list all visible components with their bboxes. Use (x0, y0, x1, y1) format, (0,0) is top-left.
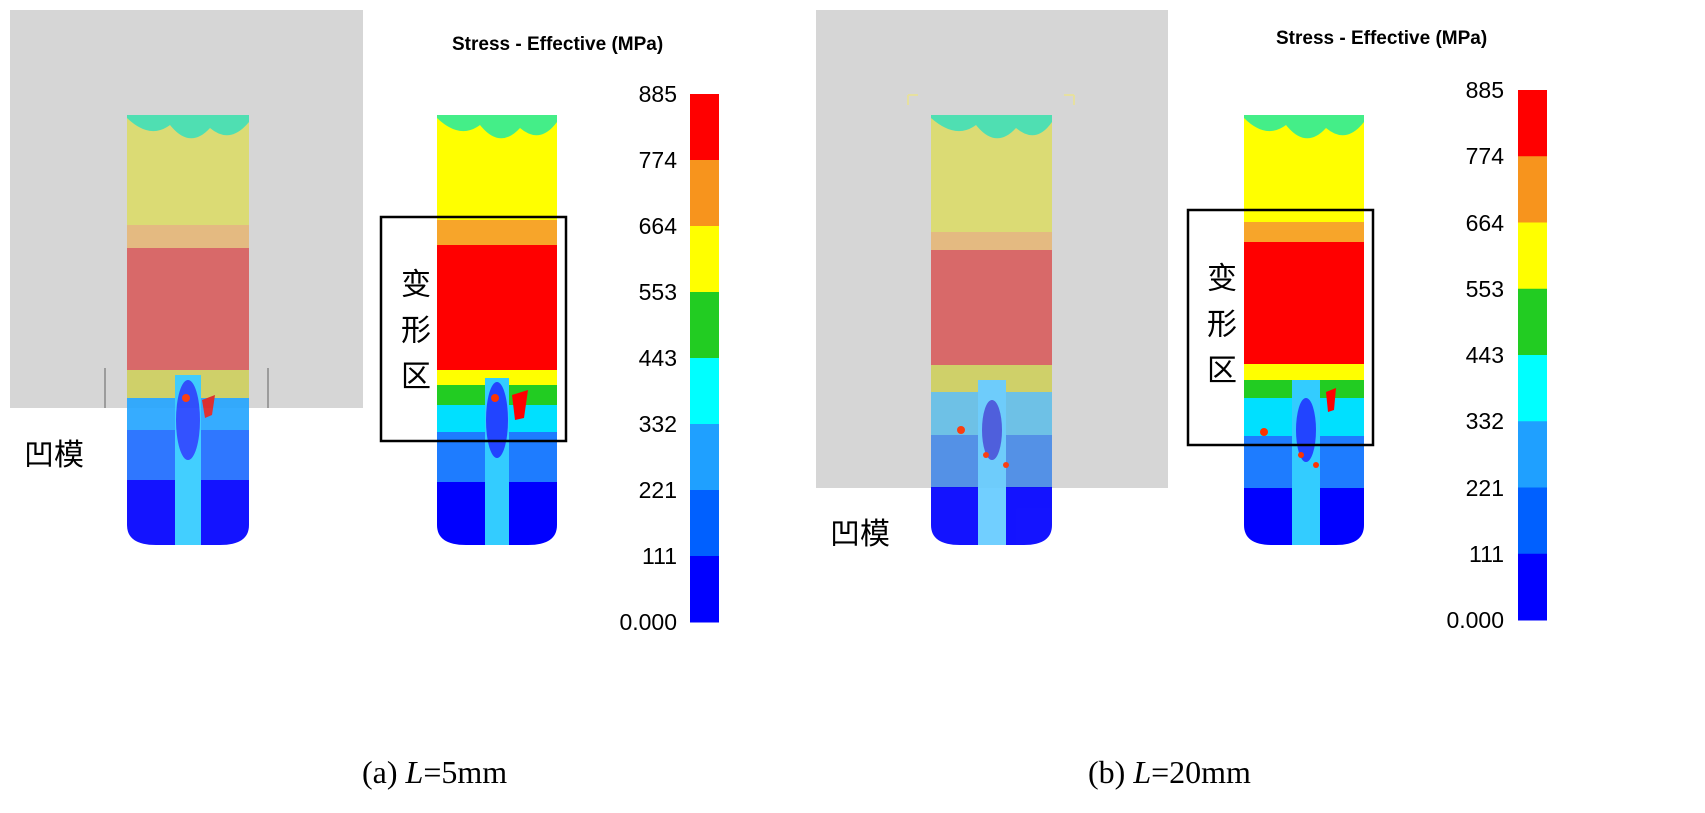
legend-segment (690, 292, 719, 359)
legend-tick-label: 0.000 (1446, 607, 1504, 633)
legend-bar (1518, 90, 1547, 621)
legend-tick-label: 0.000 (619, 609, 677, 635)
legend-tick-label: 553 (1465, 275, 1504, 302)
panel-b: 凹模 变形区 Stress - Effective (MPa) 885 774 66… (806, 0, 1658, 813)
panel-b-graphics (816, 10, 1547, 621)
legend-segment (690, 556, 719, 623)
legend-tick-label: 221 (638, 477, 677, 503)
legend-tick-label: 221 (1465, 474, 1504, 501)
legend-segment (1518, 355, 1547, 422)
legend-segment (690, 160, 719, 227)
caption-b: (b) L=20mm (1088, 754, 1251, 790)
legend-tick-label: 332 (638, 411, 677, 437)
legend-segment (1518, 553, 1547, 621)
panel-a: 凹模 变形区 Stress - Effective (MPa) 885 774 66… (0, 0, 852, 813)
deformation-zone-box (1186, 208, 1375, 447)
legend-segment (690, 226, 719, 293)
legend-tick-label: 885 (1465, 77, 1504, 103)
legend-tick-label: 443 (638, 345, 677, 371)
legend-tick-label: 111 (1469, 540, 1504, 567)
workpiece-right (1244, 115, 1364, 545)
legend-title: Stress - Effective (MPa) (1276, 28, 1488, 49)
legend-segment (690, 424, 719, 491)
legend-segment (1518, 487, 1547, 555)
legend-tick-label: 885 (638, 81, 677, 107)
legend-segment (1518, 222, 1547, 290)
legend-tick-label: 664 (638, 213, 677, 239)
deformation-zone-box (379, 215, 568, 443)
die-label: 凹模 (24, 438, 84, 473)
legend-tick-label: 443 (1465, 342, 1504, 368)
panel-a-graphics (10, 10, 719, 623)
legend-segment (1518, 288, 1547, 356)
legend-bar (690, 94, 719, 623)
legend-tick-label: 111 (642, 543, 677, 569)
legend-tick-label: 664 (1465, 209, 1504, 236)
legend-tick-label: 332 (1465, 408, 1504, 435)
legend-title: Stress - Effective (MPa) (452, 34, 664, 55)
deformation-zone-label: 变形区 (1201, 262, 1236, 400)
workpiece-left (127, 115, 249, 545)
workpiece-left (931, 115, 1052, 545)
legend-segment (690, 490, 719, 557)
workpiece-right (437, 115, 557, 545)
legend-segment (1518, 156, 1547, 223)
die-label: 凹模 (830, 517, 890, 552)
legend-segment (690, 94, 719, 161)
legend-segment (690, 358, 719, 425)
legend-tick-label: 774 (1465, 143, 1504, 170)
legend-segment (1518, 421, 1547, 488)
legend-tick-label: 553 (638, 279, 677, 305)
legend-segment (1518, 90, 1547, 157)
deformation-zone-label: 变形区 (395, 268, 430, 406)
legend-tick-label: 774 (638, 147, 677, 173)
caption-a: (a) L=5mm (362, 754, 508, 790)
